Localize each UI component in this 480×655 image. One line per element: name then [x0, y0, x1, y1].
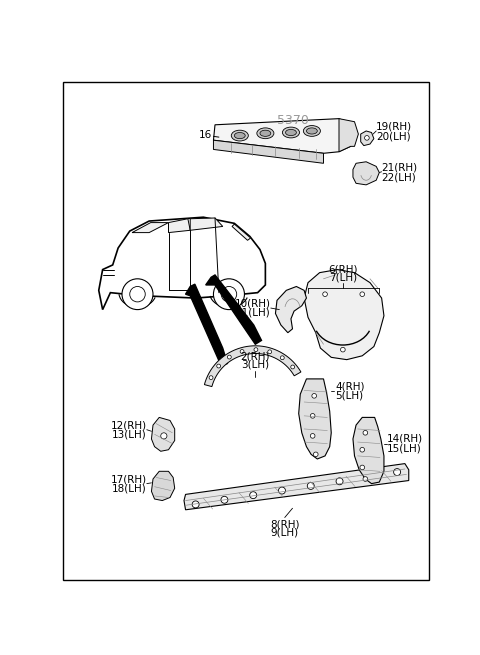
Circle shape — [340, 347, 345, 352]
Text: 3(LH): 3(LH) — [241, 360, 269, 369]
Text: 10(RH): 10(RH) — [235, 299, 271, 309]
Circle shape — [278, 487, 286, 494]
Ellipse shape — [303, 126, 321, 136]
Circle shape — [280, 356, 284, 360]
Polygon shape — [186, 284, 228, 365]
Circle shape — [217, 364, 221, 368]
Circle shape — [268, 350, 272, 354]
Circle shape — [254, 348, 258, 352]
Polygon shape — [132, 223, 168, 233]
Text: 6(RH): 6(RH) — [328, 265, 358, 275]
Circle shape — [130, 286, 145, 302]
Ellipse shape — [234, 132, 245, 139]
Polygon shape — [360, 131, 374, 145]
Circle shape — [365, 473, 372, 480]
Polygon shape — [184, 464, 409, 510]
Polygon shape — [276, 286, 306, 333]
Polygon shape — [214, 140, 324, 163]
Circle shape — [161, 433, 167, 439]
Circle shape — [394, 468, 401, 476]
Text: 8(RH): 8(RH) — [270, 519, 300, 529]
Polygon shape — [232, 224, 251, 240]
Circle shape — [312, 394, 316, 398]
Circle shape — [209, 376, 213, 380]
Text: 4(RH): 4(RH) — [335, 382, 365, 392]
Circle shape — [307, 483, 314, 489]
Circle shape — [250, 492, 257, 498]
Circle shape — [192, 501, 199, 508]
Circle shape — [363, 430, 368, 435]
Text: 11(LH): 11(LH) — [236, 308, 271, 318]
Text: 19(RH): 19(RH) — [376, 121, 412, 132]
Circle shape — [365, 136, 369, 140]
Text: 9(LH): 9(LH) — [271, 527, 299, 538]
Text: 13(LH): 13(LH) — [112, 429, 147, 440]
Circle shape — [323, 292, 327, 297]
Ellipse shape — [257, 128, 274, 139]
Ellipse shape — [260, 130, 271, 136]
Polygon shape — [304, 270, 384, 360]
Circle shape — [313, 452, 318, 457]
Circle shape — [291, 365, 295, 369]
Text: 14(RH): 14(RH) — [387, 434, 423, 444]
Text: 20(LH): 20(LH) — [376, 132, 411, 141]
Circle shape — [228, 355, 231, 359]
Text: 17(RH): 17(RH) — [111, 474, 147, 484]
Polygon shape — [99, 217, 265, 310]
Polygon shape — [190, 218, 223, 231]
Polygon shape — [339, 119, 359, 152]
Ellipse shape — [282, 127, 300, 138]
Text: 12(RH): 12(RH) — [111, 420, 147, 430]
Text: 2(RH): 2(RH) — [240, 352, 270, 362]
Text: 15(LH): 15(LH) — [387, 443, 422, 453]
Text: 21(RH): 21(RH) — [382, 162, 418, 172]
Polygon shape — [152, 417, 175, 451]
Polygon shape — [152, 472, 175, 500]
Circle shape — [221, 286, 237, 302]
Circle shape — [360, 292, 365, 297]
Text: 5(LH): 5(LH) — [335, 391, 363, 401]
Polygon shape — [353, 417, 384, 483]
Circle shape — [311, 413, 315, 418]
Circle shape — [221, 496, 228, 503]
Text: 7(LH): 7(LH) — [329, 272, 357, 283]
Text: 16: 16 — [199, 130, 212, 140]
Circle shape — [360, 447, 365, 452]
Circle shape — [240, 350, 244, 354]
Ellipse shape — [231, 130, 248, 141]
Circle shape — [214, 279, 244, 310]
Text: 5370: 5370 — [276, 114, 309, 127]
Polygon shape — [353, 162, 379, 185]
Text: 18(LH): 18(LH) — [112, 483, 147, 493]
Polygon shape — [168, 219, 190, 233]
Circle shape — [336, 478, 343, 485]
Polygon shape — [206, 275, 262, 345]
Polygon shape — [204, 346, 301, 386]
Polygon shape — [214, 119, 355, 153]
Polygon shape — [299, 379, 331, 459]
Circle shape — [363, 477, 368, 481]
Circle shape — [311, 434, 315, 438]
Ellipse shape — [306, 128, 317, 134]
Circle shape — [122, 279, 153, 310]
Text: 22(LH): 22(LH) — [382, 172, 416, 182]
Ellipse shape — [286, 130, 296, 136]
Circle shape — [360, 465, 365, 470]
